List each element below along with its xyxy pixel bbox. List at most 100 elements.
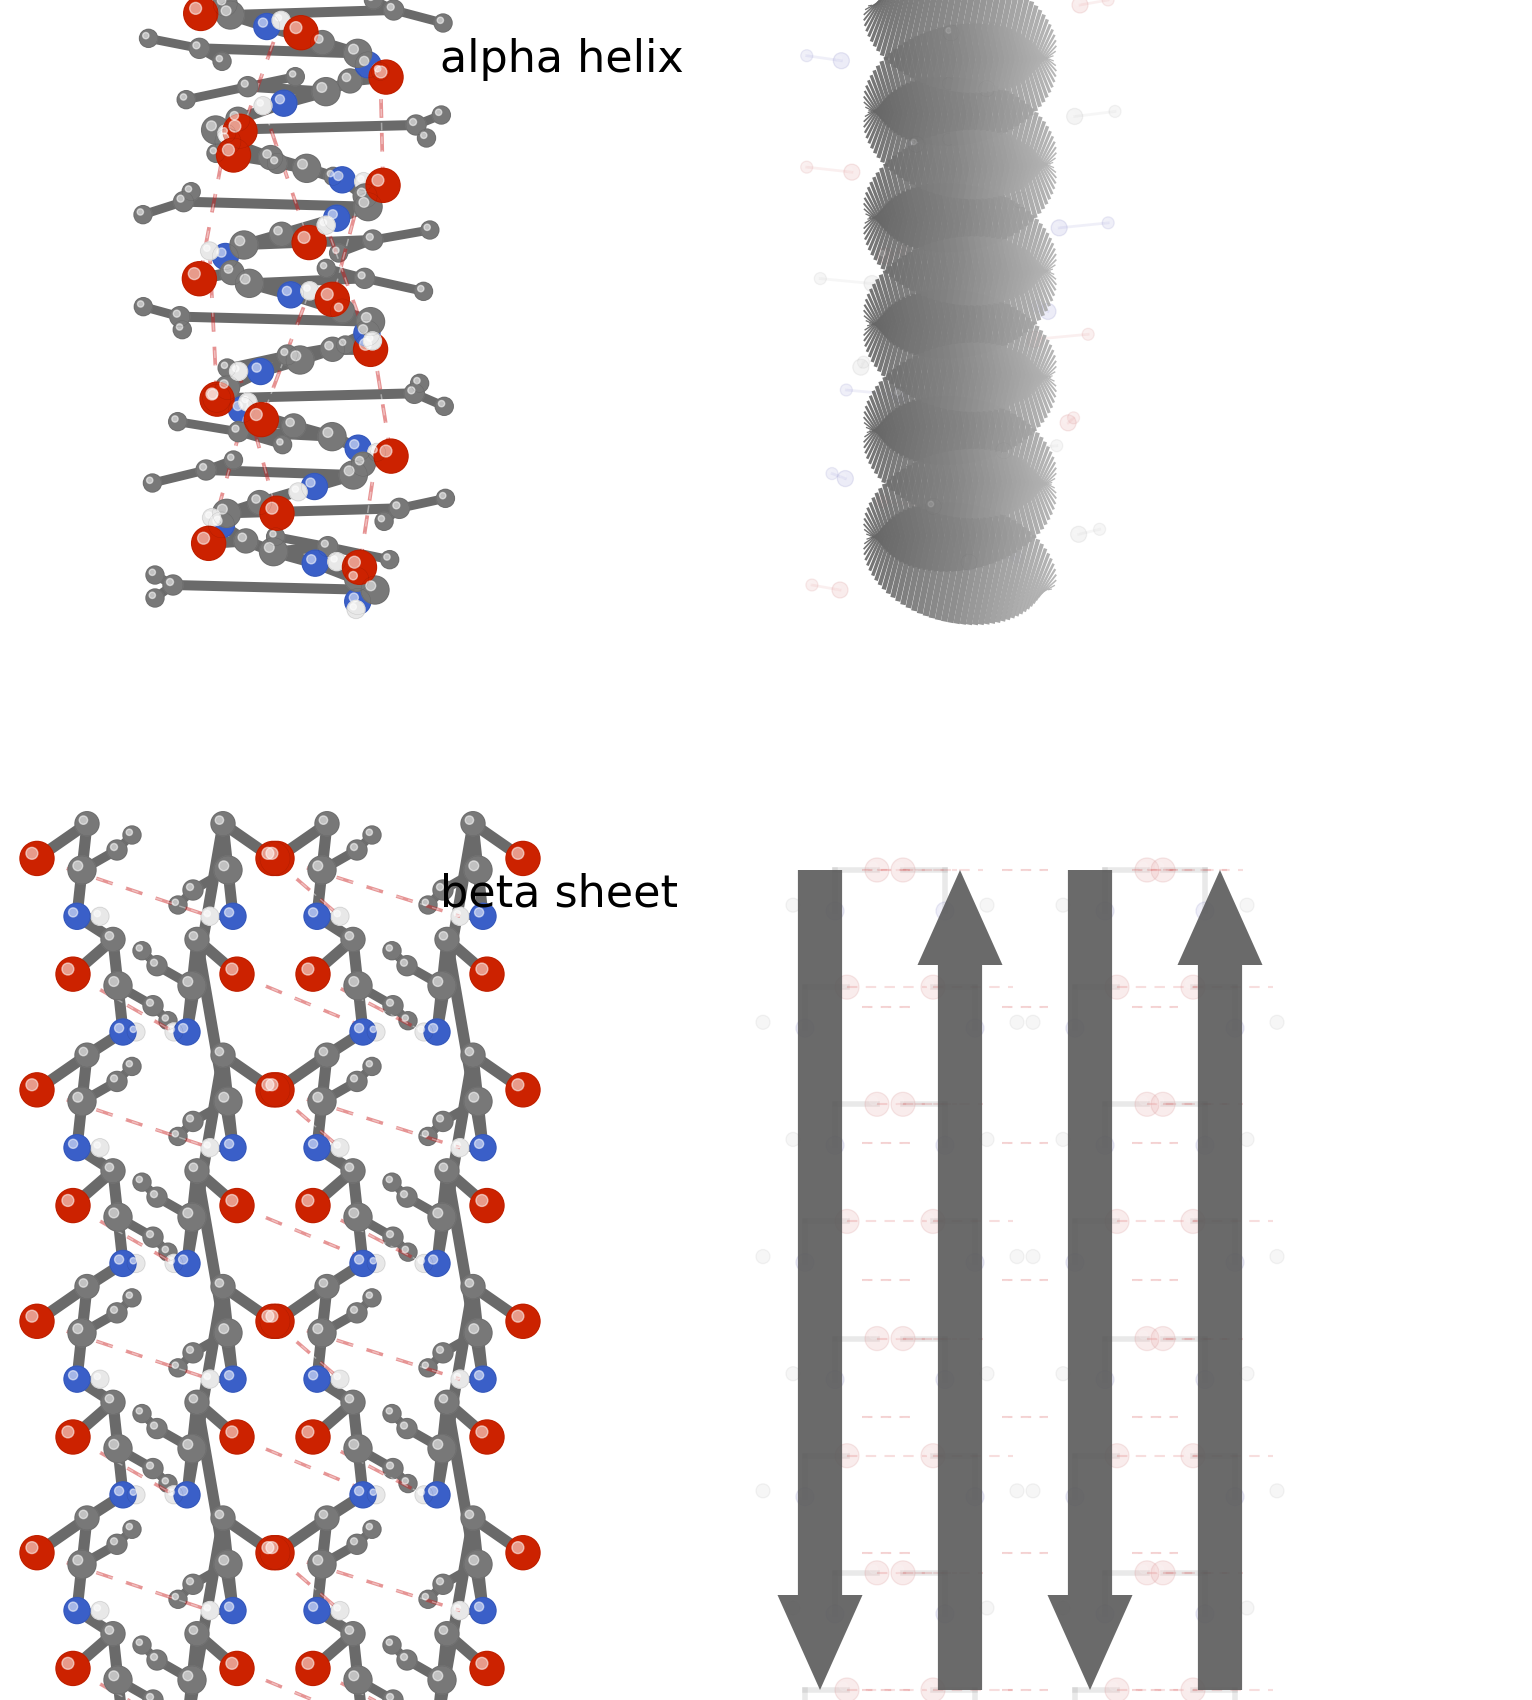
Polygon shape (1014, 325, 1040, 405)
Circle shape (789, 1136, 794, 1139)
Circle shape (331, 1139, 349, 1156)
Circle shape (178, 1204, 205, 1231)
Polygon shape (991, 238, 1019, 340)
Circle shape (277, 439, 283, 445)
Polygon shape (959, 507, 988, 626)
Circle shape (224, 114, 257, 148)
Polygon shape (869, 306, 892, 357)
Circle shape (185, 1159, 208, 1183)
Circle shape (908, 136, 924, 153)
Circle shape (1098, 904, 1106, 911)
Circle shape (466, 1510, 473, 1518)
Circle shape (437, 884, 443, 891)
Polygon shape (988, 306, 1016, 411)
Polygon shape (879, 274, 904, 350)
Circle shape (1273, 1018, 1278, 1023)
Polygon shape (1039, 476, 1057, 500)
Polygon shape (1010, 321, 1036, 406)
Circle shape (325, 167, 342, 185)
Polygon shape (882, 270, 908, 352)
Circle shape (178, 1666, 205, 1693)
Polygon shape (996, 238, 1023, 337)
Polygon shape (1028, 131, 1052, 182)
Circle shape (343, 39, 372, 68)
Polygon shape (931, 29, 961, 146)
Polygon shape (863, 0, 882, 20)
Circle shape (434, 1112, 453, 1132)
Polygon shape (884, 83, 910, 167)
Circle shape (334, 172, 343, 180)
Circle shape (214, 1550, 242, 1578)
Circle shape (869, 1331, 878, 1340)
Circle shape (225, 1139, 234, 1149)
Circle shape (1102, 0, 1114, 7)
Polygon shape (1020, 121, 1046, 187)
Circle shape (308, 1088, 336, 1115)
Polygon shape (1036, 473, 1056, 505)
Circle shape (331, 908, 349, 925)
Circle shape (1069, 1022, 1075, 1028)
Circle shape (424, 224, 430, 231)
Circle shape (332, 246, 339, 253)
Circle shape (308, 1370, 317, 1380)
Circle shape (414, 377, 420, 384)
Circle shape (786, 1132, 800, 1146)
Circle shape (435, 1391, 460, 1414)
Circle shape (231, 425, 239, 432)
Circle shape (348, 840, 368, 860)
Polygon shape (907, 359, 935, 464)
Polygon shape (866, 192, 887, 231)
Circle shape (225, 908, 234, 916)
Circle shape (921, 1678, 945, 1700)
Polygon shape (979, 342, 1007, 452)
Polygon shape (1017, 330, 1043, 403)
Polygon shape (945, 78, 973, 197)
Polygon shape (902, 41, 930, 144)
Circle shape (219, 1556, 228, 1566)
Circle shape (461, 1275, 486, 1299)
Polygon shape (866, 0, 887, 32)
Circle shape (205, 512, 211, 518)
Circle shape (397, 1418, 417, 1438)
Polygon shape (1034, 46, 1056, 83)
Circle shape (383, 996, 403, 1015)
Circle shape (755, 1484, 771, 1498)
Polygon shape (985, 236, 1013, 343)
Circle shape (1140, 1096, 1147, 1105)
Circle shape (202, 508, 221, 527)
Circle shape (388, 3, 394, 10)
Circle shape (383, 1404, 401, 1423)
Polygon shape (893, 48, 919, 143)
Circle shape (418, 896, 437, 915)
Circle shape (75, 1506, 100, 1530)
Circle shape (313, 78, 340, 105)
Polygon shape (933, 289, 962, 408)
Circle shape (201, 1601, 219, 1620)
Circle shape (512, 1080, 524, 1091)
Circle shape (348, 600, 365, 619)
Circle shape (1094, 524, 1106, 536)
Circle shape (970, 1491, 976, 1498)
Polygon shape (958, 187, 987, 306)
Circle shape (204, 1374, 210, 1380)
Polygon shape (1025, 340, 1049, 398)
Circle shape (939, 1374, 945, 1380)
Circle shape (355, 51, 381, 78)
Circle shape (110, 1251, 136, 1277)
Circle shape (383, 0, 404, 20)
Polygon shape (962, 129, 990, 246)
Polygon shape (1005, 454, 1033, 542)
Polygon shape (867, 400, 890, 447)
Circle shape (470, 1598, 496, 1624)
Polygon shape (1048, 481, 1052, 484)
Circle shape (942, 78, 954, 90)
Polygon shape (863, 530, 881, 549)
Polygon shape (870, 410, 895, 469)
Polygon shape (976, 194, 1003, 306)
Circle shape (282, 286, 291, 296)
Circle shape (1242, 1368, 1247, 1374)
Circle shape (293, 486, 299, 493)
Polygon shape (1010, 428, 1036, 512)
Circle shape (434, 1209, 443, 1217)
Circle shape (101, 1622, 126, 1646)
